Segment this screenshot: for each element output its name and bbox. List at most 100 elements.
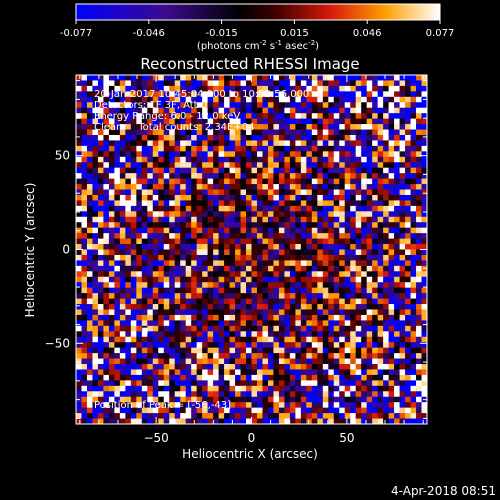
heatmap-cell xyxy=(191,380,198,387)
heatmap-cell xyxy=(119,124,126,130)
heatmap-cell xyxy=(394,205,400,212)
heatmap-cell xyxy=(141,374,148,381)
heatmap-cell xyxy=(185,314,192,321)
heatmap-cell xyxy=(267,391,274,398)
heatmap-cell xyxy=(262,85,269,92)
heatmap-cell xyxy=(416,254,422,261)
heatmap-cell xyxy=(163,320,170,327)
heatmap-cell xyxy=(262,418,269,425)
heatmap-cell xyxy=(322,140,329,147)
heatmap-cell xyxy=(76,331,82,338)
heatmap-cell xyxy=(246,402,252,409)
heatmap-cell xyxy=(377,314,384,321)
heatmap-cell xyxy=(81,287,88,294)
heatmap-cell xyxy=(394,151,400,158)
heatmap-cell xyxy=(213,347,219,354)
heatmap-cell xyxy=(158,347,165,354)
heatmap-cell xyxy=(240,134,247,141)
heatmap-cell xyxy=(207,85,214,92)
heatmap-cell xyxy=(81,156,88,163)
heatmap-cell xyxy=(147,244,154,250)
heatmap-cell xyxy=(416,96,422,103)
heatmap-cell xyxy=(278,320,285,327)
heatmap-cell xyxy=(108,107,115,114)
heatmap-cell xyxy=(224,102,230,109)
heatmap-cell xyxy=(92,336,99,343)
heatmap-cell xyxy=(267,184,274,190)
heatmap-cell xyxy=(410,336,417,343)
heatmap-cell xyxy=(306,287,313,294)
heatmap-cell xyxy=(125,107,132,114)
heatmap-cell xyxy=(235,173,241,180)
heatmap-cell xyxy=(328,265,335,272)
heatmap-cell xyxy=(213,162,219,169)
heatmap-cell xyxy=(92,287,99,294)
heatmap-cell xyxy=(202,282,209,289)
heatmap-cell xyxy=(278,418,285,425)
heatmap-cell xyxy=(295,91,302,98)
heatmap-cell xyxy=(399,265,406,272)
heatmap-cell xyxy=(295,134,302,141)
heatmap-cell xyxy=(141,418,148,425)
heatmap-cell xyxy=(240,271,247,278)
heatmap-cell xyxy=(97,129,104,136)
heatmap-cell xyxy=(224,113,230,120)
heatmap-cell xyxy=(421,369,428,376)
heatmap-cell xyxy=(416,200,422,207)
heatmap-cell xyxy=(229,205,236,212)
heatmap-cell xyxy=(169,336,176,343)
heatmap-cell xyxy=(125,85,132,92)
heatmap-cell xyxy=(333,304,340,310)
heatmap-cell xyxy=(366,396,373,403)
heatmap-cell xyxy=(421,287,428,294)
heatmap-cell xyxy=(86,331,93,338)
heatmap-cell xyxy=(394,396,400,403)
heatmap-cell xyxy=(196,254,203,261)
heatmap-cell xyxy=(410,102,417,109)
heatmap-cell xyxy=(284,216,291,223)
heatmap-cell xyxy=(333,374,340,381)
heatmap-cell xyxy=(141,124,148,130)
heatmap-cell xyxy=(262,407,269,414)
heatmap-cell xyxy=(394,380,400,387)
heatmap-cell xyxy=(92,140,99,147)
heatmap-cell xyxy=(350,233,357,239)
heatmap-cell xyxy=(278,113,285,120)
heatmap-cell xyxy=(119,282,126,289)
heatmap-cell xyxy=(284,413,291,419)
heatmap-cell xyxy=(344,145,351,152)
heatmap-cell xyxy=(125,124,132,130)
heatmap-cell xyxy=(350,189,357,196)
heatmap-cell xyxy=(388,194,395,201)
heatmap-cell xyxy=(246,173,252,180)
heatmap-cell xyxy=(108,222,115,229)
heatmap-cell xyxy=(355,222,362,229)
heatmap-cell xyxy=(405,309,411,316)
heatmap-cell xyxy=(295,358,302,365)
heatmap-cell xyxy=(295,140,302,147)
heatmap-cell xyxy=(267,85,274,92)
heatmap-cell xyxy=(344,124,351,130)
heatmap-cell xyxy=(322,276,329,283)
heatmap-cell xyxy=(350,102,357,109)
heatmap-cell xyxy=(399,222,406,229)
heatmap-cell xyxy=(152,374,159,381)
heatmap-cell xyxy=(361,151,368,158)
heatmap-cell xyxy=(202,260,209,267)
heatmap-cell xyxy=(306,124,313,130)
heatmap-cell xyxy=(246,287,252,294)
heatmap-cell xyxy=(289,249,296,256)
heatmap-cell xyxy=(273,309,280,316)
heatmap-cell xyxy=(350,385,357,392)
heatmap-cell xyxy=(405,353,411,359)
heatmap-cell xyxy=(147,75,154,81)
heatmap-cell xyxy=(213,364,219,370)
heatmap-cell xyxy=(213,118,219,125)
heatmap-cell xyxy=(125,282,132,289)
heatmap-cell xyxy=(333,293,340,299)
heatmap-cell xyxy=(81,80,88,87)
heatmap-cell xyxy=(262,233,269,239)
heatmap-cell xyxy=(240,353,247,359)
heatmap-cell xyxy=(158,385,165,392)
heatmap-cell xyxy=(394,271,400,278)
